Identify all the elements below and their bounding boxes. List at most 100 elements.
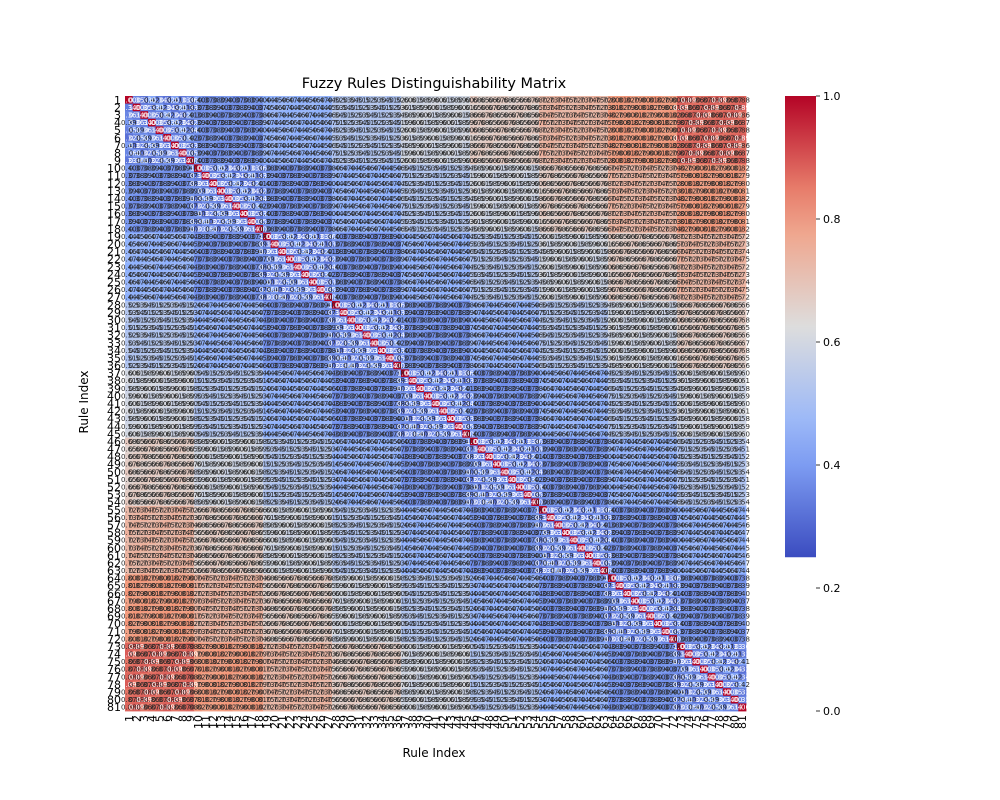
heatmap-cell bbox=[585, 96, 594, 104]
heatmap-cell bbox=[393, 96, 402, 104]
heatmap-cell bbox=[600, 103, 609, 112]
heatmap-cell bbox=[454, 111, 463, 120]
heatmap-cell bbox=[723, 103, 732, 112]
heatmap-cell bbox=[132, 103, 141, 112]
heatmap-cell bbox=[738, 103, 747, 112]
heatmap-cell bbox=[416, 111, 425, 120]
heatmap-cell bbox=[247, 96, 256, 104]
heatmap-cell bbox=[585, 111, 594, 120]
heatmap-cell bbox=[631, 96, 640, 104]
heatmap-cell bbox=[301, 103, 310, 112]
heatmap-cell bbox=[684, 111, 693, 120]
heatmap-cell bbox=[661, 96, 670, 104]
heatmap-cell bbox=[569, 111, 578, 120]
heatmap-cell bbox=[730, 96, 739, 104]
heatmap-cell bbox=[447, 103, 456, 112]
heatmap-cell bbox=[677, 103, 686, 112]
heatmap-cell bbox=[715, 96, 724, 104]
heatmap-cell bbox=[531, 96, 540, 104]
heatmap-cell bbox=[577, 96, 586, 104]
heatmap-cell bbox=[700, 96, 709, 104]
heatmap-cell bbox=[347, 103, 356, 112]
heatmap-cell bbox=[263, 96, 272, 104]
heatmap-cell bbox=[194, 111, 203, 120]
heatmap-cell bbox=[500, 96, 509, 104]
heatmap-cell bbox=[232, 111, 241, 120]
heatmap-cell bbox=[186, 96, 195, 104]
heatmap-cell bbox=[247, 103, 256, 112]
heatmap-cell bbox=[508, 96, 517, 104]
heatmap-cell bbox=[554, 111, 563, 120]
heatmap-cell bbox=[485, 111, 494, 120]
heatmap-cell bbox=[431, 96, 440, 104]
heatmap-cell bbox=[585, 103, 594, 112]
heatmap-cell bbox=[654, 111, 663, 120]
heatmap-cell bbox=[692, 96, 701, 104]
heatmap-cell bbox=[431, 111, 440, 120]
heatmap-cell bbox=[125, 111, 134, 120]
heatmap-cell bbox=[293, 103, 302, 112]
heatmap-cell bbox=[362, 111, 371, 120]
heatmap-cell bbox=[470, 111, 479, 120]
heatmap-cell bbox=[201, 103, 210, 112]
heatmap-cell bbox=[439, 103, 448, 112]
heatmap-cell bbox=[669, 103, 678, 112]
heatmap-cell bbox=[638, 96, 647, 104]
heatmap-cell bbox=[301, 111, 310, 120]
heatmap-cell bbox=[424, 103, 433, 112]
heatmap-cell bbox=[132, 111, 141, 120]
heatmap-cell bbox=[592, 103, 601, 112]
heatmap-cell bbox=[301, 96, 310, 104]
heatmap-cell bbox=[393, 111, 402, 120]
heatmap-cell bbox=[631, 111, 640, 120]
heatmap-cell bbox=[700, 103, 709, 112]
heatmap-cell bbox=[439, 96, 448, 104]
heatmap-cell bbox=[462, 111, 471, 120]
heatmap-cell bbox=[339, 103, 348, 112]
heatmap-cell bbox=[293, 96, 302, 104]
heatmap-cell bbox=[316, 111, 325, 120]
heatmap-cell bbox=[707, 111, 716, 120]
heatmap-cell bbox=[707, 96, 716, 104]
heatmap-cell bbox=[171, 103, 180, 112]
heatmap-cell bbox=[286, 103, 295, 112]
heatmap-cell bbox=[232, 96, 241, 104]
heatmap-cell bbox=[163, 103, 172, 112]
heatmap-cell bbox=[623, 111, 632, 120]
heatmap-cell bbox=[546, 96, 555, 104]
heatmap-cell bbox=[155, 96, 164, 104]
heatmap-cell bbox=[500, 111, 509, 120]
heatmap-cell bbox=[132, 118, 141, 127]
heatmap-cell bbox=[125, 96, 134, 104]
heatmap-cell bbox=[539, 111, 548, 120]
heatmap-cell bbox=[677, 111, 686, 120]
heatmap-cell bbox=[378, 103, 387, 112]
heatmap-cell bbox=[347, 96, 356, 104]
heatmap-cell bbox=[692, 111, 701, 120]
heatmap-cell bbox=[661, 103, 670, 112]
heatmap-cell bbox=[539, 103, 548, 112]
heatmap-cell bbox=[217, 103, 226, 112]
heatmap-cell bbox=[370, 96, 379, 104]
heatmap-cell bbox=[462, 96, 471, 104]
heatmap-cell bbox=[500, 103, 509, 112]
heatmap-cell bbox=[485, 103, 494, 112]
heatmap-cell bbox=[738, 96, 747, 104]
heatmap-cell bbox=[132, 96, 141, 104]
heatmap-cell bbox=[477, 111, 486, 120]
heatmap-cell bbox=[278, 96, 287, 104]
heatmap-cell bbox=[408, 103, 417, 112]
heatmap-cell bbox=[684, 103, 693, 112]
heatmap-cell bbox=[125, 118, 134, 127]
heatmap-cell bbox=[523, 103, 532, 112]
heatmap-cell bbox=[615, 103, 624, 112]
heatmap-cell bbox=[385, 111, 394, 120]
heatmap-cell bbox=[416, 96, 425, 104]
heatmap-cell bbox=[493, 103, 502, 112]
heatmap-cell bbox=[516, 103, 525, 112]
heatmap-cell bbox=[355, 103, 364, 112]
chart-title: Fuzzy Rules Distinguishability Matrix bbox=[302, 76, 567, 92]
heatmap-cell bbox=[278, 111, 287, 120]
heatmap-cell bbox=[339, 111, 348, 120]
heatmap-cell bbox=[401, 103, 410, 112]
